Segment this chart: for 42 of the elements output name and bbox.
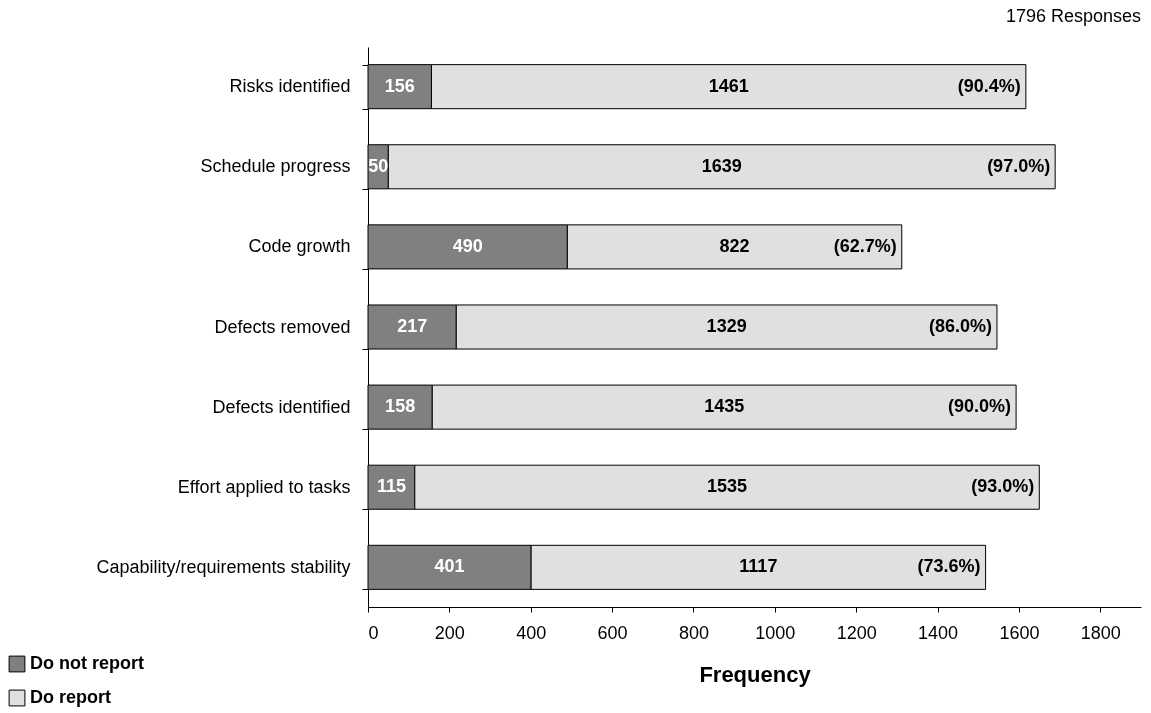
x-axis-title: Frequency: [699, 661, 812, 687]
x-tick-label: 1800: [1080, 622, 1121, 643]
y-tick-label: Code growth: [248, 236, 351, 257]
y-tick-label: Defects removed: [214, 316, 351, 337]
legend-label: Do not report: [30, 653, 144, 673]
data-label: 1329: [706, 316, 747, 336]
data-label: 1461: [708, 75, 749, 96]
legend-label: Do report: [30, 687, 112, 707]
y-tick-label: Defects identified: [212, 396, 351, 417]
annotation: (90.4%): [957, 75, 1021, 96]
data-label: 822: [719, 235, 750, 256]
x-tick-label: 600: [597, 622, 628, 643]
x-tick-label: 400: [516, 622, 547, 643]
annotation: (90.0%): [948, 396, 1012, 417]
x-tick-label: 0: [368, 622, 379, 643]
x-tick-label: 1200: [836, 622, 877, 643]
data-label: 1639: [701, 155, 742, 176]
y-tick-label: Risks identified: [229, 76, 351, 97]
annotation: (73.6%): [917, 556, 981, 577]
data-label: 156: [384, 75, 415, 96]
chart-title: 1796 Responses: [1005, 6, 1141, 26]
annotation: (86.0%): [928, 316, 992, 336]
annotation: (93.0%): [971, 476, 1035, 497]
data-label: 115: [376, 476, 406, 497]
x-tick-label: 800: [678, 622, 709, 643]
y-tick-label: Schedule progress: [200, 156, 351, 177]
data-label: 401: [434, 556, 465, 577]
y-tick-label: Capability/requirements stability: [96, 556, 351, 577]
x-tick-label: 1000: [755, 622, 796, 643]
data-label: 217: [397, 316, 428, 336]
data-label: 158: [385, 396, 416, 417]
annotation: (62.7%): [833, 235, 897, 256]
data-label: 1535: [707, 476, 748, 497]
data-label: 1435: [704, 396, 745, 417]
data-label: 490: [452, 235, 483, 256]
data-label: 50: [368, 155, 389, 176]
annotation: (97.0%): [987, 155, 1051, 176]
x-tick-label: 1400: [918, 622, 959, 643]
x-tick-label: 200: [434, 622, 465, 643]
data-label: 1117: [739, 556, 778, 577]
y-tick-label: Effort applied to tasks: [177, 476, 351, 497]
x-tick-label: 1600: [999, 622, 1040, 643]
